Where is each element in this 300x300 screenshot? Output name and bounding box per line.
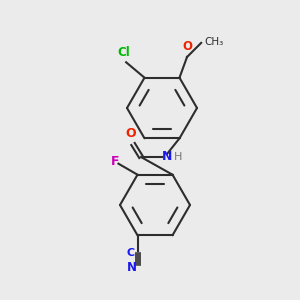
Text: C: C <box>126 248 135 258</box>
Text: O: O <box>182 40 192 53</box>
Text: Cl: Cl <box>118 46 130 59</box>
Text: CH₃: CH₃ <box>204 37 224 47</box>
Text: F: F <box>111 155 120 168</box>
Text: O: O <box>126 127 136 140</box>
Text: N: N <box>127 261 136 274</box>
Text: N: N <box>162 151 172 164</box>
Text: H: H <box>174 152 182 162</box>
